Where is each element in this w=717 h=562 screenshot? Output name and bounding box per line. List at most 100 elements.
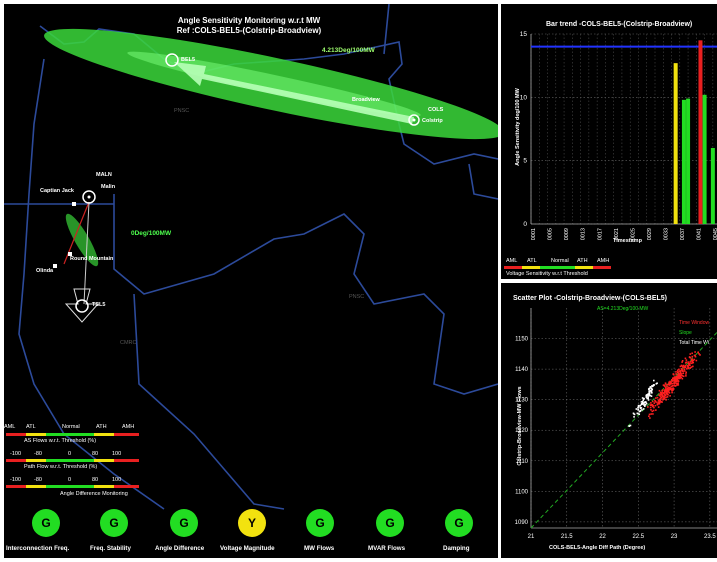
bar-xtick-label: 0033 — [663, 228, 669, 240]
scatter-point — [645, 401, 647, 404]
scatter-point — [658, 400, 661, 403]
damping-light[interactable]: G — [445, 509, 473, 537]
scatter-point — [671, 391, 673, 394]
scatter-point — [673, 379, 676, 382]
scatter-xtick-label: 23.5 — [704, 534, 716, 540]
scatter-point — [673, 378, 675, 380]
scatter-point — [672, 373, 675, 375]
scatter-point — [684, 357, 687, 360]
scatter-point — [691, 355, 694, 358]
mvar-flows-light[interactable]: G — [376, 509, 404, 537]
scatter-point — [681, 369, 683, 371]
mw-flows-light[interactable]: G — [306, 509, 334, 537]
scatter-point — [643, 401, 646, 404]
scatter-point — [699, 354, 701, 356]
scatter-point — [690, 366, 693, 368]
scatter-point — [661, 394, 663, 396]
tick-label: 0 — [68, 477, 72, 483]
scatter-point — [684, 366, 687, 369]
legend-bar-red — [6, 433, 26, 436]
scatter-point — [657, 402, 660, 405]
scatter-point — [674, 381, 676, 383]
legend-bar-yellow — [94, 485, 114, 488]
scatter-point — [668, 391, 671, 394]
scatter-point — [665, 388, 668, 391]
bar-xtick-label: 0017 — [597, 228, 603, 240]
status-light-row: G Interconnection Freq. G Freq. Stabilit… — [4, 509, 498, 554]
region-label-pnsc-north: PNSC — [174, 108, 190, 114]
legend-ath-label: ATH — [96, 424, 107, 430]
cols-label: COLS — [428, 107, 444, 113]
scatter-point — [658, 398, 661, 401]
round-mountain-node-icon — [68, 252, 72, 256]
map-title: Angle Sensitivity Monitoring w.r.t MW Re… — [124, 16, 374, 36]
round-mountain-label: Round Mountain — [70, 256, 114, 262]
scatter-point — [654, 401, 657, 403]
scatter-point — [658, 401, 660, 404]
bar-legend-normal-label: Normal — [551, 258, 569, 264]
scatter-point — [665, 399, 667, 401]
scatter-point — [668, 381, 670, 384]
scatter-point — [639, 410, 642, 412]
voltage-magnitude-light[interactable]: Y — [238, 509, 266, 537]
bar-ytick-label: 15 — [520, 31, 528, 38]
scatter-point — [685, 359, 688, 361]
scatter-point — [645, 402, 648, 405]
legend-bar-red — [114, 485, 139, 488]
scatter-point — [655, 397, 657, 399]
scatter-point — [648, 413, 651, 416]
scatter-point — [649, 386, 652, 388]
bar-legend-amh-label: AMH — [597, 258, 610, 264]
scatter-point — [661, 393, 663, 395]
legend-atl-label: ATL — [26, 424, 36, 430]
legend-bar-red — [114, 433, 139, 436]
region-label-cmrc: CMRC — [120, 340, 137, 346]
interconnection-freq-light[interactable]: G — [32, 509, 60, 537]
scatter-point — [671, 388, 673, 390]
freq-stability-light[interactable]: G — [100, 509, 128, 537]
bar-xtick-label: 0037 — [680, 228, 686, 240]
angle-diff-caption: Angle Difference Monitoring — [60, 491, 128, 497]
south-sensitivity-ellipse — [65, 213, 99, 267]
scatter-point — [689, 361, 692, 363]
scatter-point — [669, 386, 671, 389]
scatter-point — [656, 382, 658, 385]
scatter-xtick-label: 21.5 — [561, 534, 573, 540]
tick-label: -100 — [10, 451, 22, 457]
legend-bar-yellow — [26, 485, 46, 488]
legend-normal-label: Normal — [62, 424, 80, 430]
scatter-point — [654, 399, 656, 402]
scatter-point — [675, 373, 677, 375]
scatter-point — [657, 406, 660, 408]
scatter-point — [666, 396, 669, 398]
scatter-point — [628, 425, 630, 427]
scatter-point — [691, 352, 693, 355]
scatter-point — [656, 401, 658, 404]
scatter-point — [649, 406, 652, 409]
scatter-point — [669, 380, 671, 383]
scatter-point — [690, 360, 693, 362]
scatter-point — [685, 375, 687, 377]
tick-label: 100 — [112, 451, 122, 457]
scatter-point — [639, 404, 642, 407]
scatter-ytick-label: 1130 — [515, 398, 529, 404]
scatter-point — [653, 406, 655, 409]
voltage-magnitude-label: Voltage Magnitude — [220, 545, 275, 552]
angle-difference-light[interactable]: G — [170, 509, 198, 537]
scatter-point — [679, 372, 682, 375]
scatter-point — [684, 364, 687, 367]
bar-xtick-label: 0041 — [696, 228, 702, 240]
scatter-point — [659, 393, 662, 395]
scatter-point — [653, 379, 655, 382]
scatter-point — [681, 375, 684, 377]
bar-mark — [686, 98, 691, 224]
scatter-point — [646, 393, 649, 396]
scatter-point — [667, 390, 670, 393]
scatter-point — [661, 389, 664, 391]
scatter-point — [645, 396, 648, 398]
scatter-point — [670, 385, 673, 388]
scatter-point — [663, 390, 666, 393]
as-flows-caption: AS Flows w.r.t. Threshold (%) — [24, 438, 97, 444]
scatter-point — [653, 384, 655, 386]
malin-label: Malin — [101, 184, 116, 190]
